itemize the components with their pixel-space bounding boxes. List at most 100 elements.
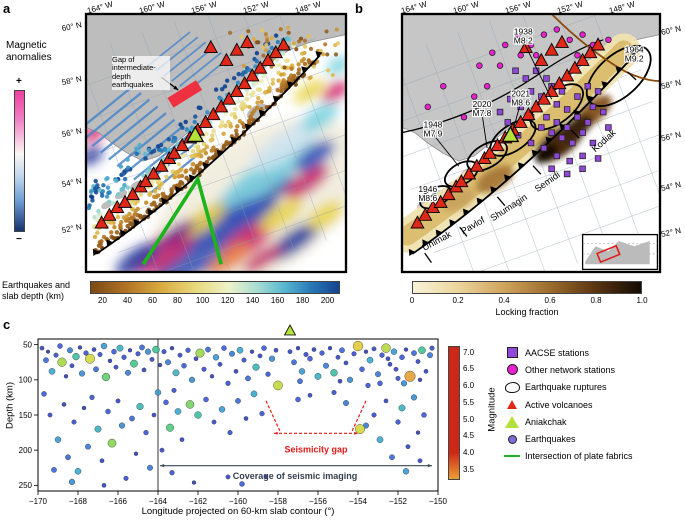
x-tick-label: −166 bbox=[109, 497, 128, 506]
gap-annotation-text: Gap of intermediate-depth earthquakes bbox=[112, 55, 170, 90]
y-tick-label: 50 bbox=[23, 340, 32, 349]
magnetic-colorbar-minus-label: − bbox=[16, 234, 22, 245]
x-tick-label: −164 bbox=[149, 497, 168, 506]
locking-fraction-colorbar bbox=[412, 281, 642, 294]
legend-item-rupture: Earthquake ruptures bbox=[502, 379, 684, 396]
panel-a-lat-tick-label: 54° N bbox=[60, 176, 83, 190]
legend-label: Earthquakes bbox=[525, 434, 576, 445]
legend-item-square: AACSE stations bbox=[502, 344, 684, 361]
legend-label: Aniakchak bbox=[525, 416, 567, 427]
coverage-label: Coverage of seismic imaging bbox=[233, 471, 358, 481]
panel-c-label: c bbox=[3, 317, 11, 332]
magnetic-anomalies-title-line2: anomalies bbox=[6, 52, 52, 63]
slab-tick-label: 60 bbox=[148, 296, 157, 305]
slab-tick-label: 120 bbox=[220, 296, 235, 305]
slab-tick-label: 80 bbox=[173, 296, 182, 305]
x-tick-label: −150 bbox=[429, 497, 448, 506]
panel-a-lat-tick-label: 60° N bbox=[60, 20, 83, 34]
y-tick-label: 250 bbox=[19, 481, 33, 490]
slab-tick-label: 40 bbox=[123, 296, 132, 305]
panel-b-lat-tick-label: 54° N bbox=[660, 180, 682, 193]
y-tick-label: 100 bbox=[19, 376, 33, 385]
earthquake-label: 1946 M8.6 bbox=[418, 184, 437, 203]
y-tick-label: 200 bbox=[19, 446, 33, 455]
aniakchak-icon bbox=[502, 415, 522, 428]
slab-colorbar-title-line2: slab depth (km) bbox=[2, 290, 65, 301]
magnitude-tick-label: 7.0 bbox=[463, 347, 475, 357]
x-tick-label: −168 bbox=[69, 497, 88, 506]
x-tick-label: −162 bbox=[189, 497, 208, 506]
legend-item-quake: Earthquakes bbox=[502, 430, 684, 447]
magnitude-colorbar bbox=[448, 346, 460, 480]
legend-item-fabric: Intersection of plate fabrics bbox=[502, 448, 684, 465]
slab-depth-colorbar-ticks: 20 40 60 80 100 120 140 160 180 200 bbox=[90, 296, 340, 306]
slab-colorbar-title: Earthquakes and slab depth (km) bbox=[2, 280, 88, 302]
map-panel-a-magnetic-anomalies bbox=[84, 12, 348, 274]
x-tick-label: −158 bbox=[269, 497, 288, 506]
earthquake-label: 1964 M9.2 bbox=[625, 45, 644, 64]
magnitude-tick-label: 4.5 bbox=[463, 431, 475, 441]
depth-axis-label: Depth (km) bbox=[4, 382, 16, 429]
magnitude-tick-label: 6.5 bbox=[463, 364, 475, 374]
legend-item-volcano: Active volcanoes bbox=[502, 396, 684, 413]
magnitude-tick-label: 3.5 bbox=[463, 464, 475, 474]
panel-b-lat-tick-label: 52° N bbox=[660, 226, 682, 239]
seismicity-gap-label: Seismicity gap bbox=[284, 444, 348, 454]
panel-a-lat-tick-label: 52° N bbox=[60, 222, 83, 236]
slab-colorbar-title-line1: Earthquakes and bbox=[2, 280, 71, 290]
slab-tick-label: 180 bbox=[295, 296, 310, 305]
longitude-axis-label: Longitude projected on 60-km slab contou… bbox=[141, 506, 335, 517]
panel-b-label: b bbox=[355, 1, 363, 16]
x-tick-label: −154 bbox=[349, 497, 368, 506]
magnitude-tick-label: 4.0 bbox=[463, 448, 475, 458]
rupture-icon bbox=[502, 381, 522, 393]
earthquake-label: 2021 M8.6 bbox=[511, 89, 530, 108]
magnetic-anomaly-colorbar bbox=[14, 90, 25, 232]
x-tick-label: −152 bbox=[389, 497, 408, 506]
magnitude-tick-label: 5.5 bbox=[463, 397, 475, 407]
x-tick-label: −170 bbox=[29, 497, 48, 506]
panel-a-lat-tick-label: 58° N bbox=[60, 74, 83, 88]
legend-label: Other network stations bbox=[525, 364, 616, 375]
fabric-icon bbox=[502, 455, 522, 458]
earthquake-label: 2020 M7.8 bbox=[473, 99, 492, 118]
panel-a-lat-tick-label: 56° N bbox=[60, 126, 83, 140]
locking-colorbar-title: Locking fraction bbox=[495, 307, 559, 317]
x-tick-label: −156 bbox=[309, 497, 328, 506]
locking-tick-label: 0.2 bbox=[452, 296, 464, 305]
slab-tick-label: 160 bbox=[270, 296, 285, 305]
slab-depth-colorbar bbox=[90, 281, 340, 294]
seismicity-depth-scatter-plot: 50 100 150 200 250 −170 −168 −166 −164 −162 −160 −1… bbox=[19, 324, 448, 506]
magnitude-tick-label: 6.0 bbox=[463, 381, 475, 391]
earthquake-label: 1948 M7.9 bbox=[423, 120, 442, 139]
magnetic-anomalies-title-line1: Magnetic bbox=[6, 40, 47, 51]
slab-tick-label: 100 bbox=[195, 296, 210, 305]
magnitude-tick-label: 5.0 bbox=[463, 414, 475, 424]
square-icon bbox=[502, 347, 522, 359]
panel-b-lat-tick-label: 58° N bbox=[660, 78, 682, 91]
legend-label: Earthquake ruptures bbox=[525, 382, 607, 393]
magnitude-colorbar-ticks: 3.5 4.0 4.5 5.0 5.5 6.0 6.5 7.0 bbox=[463, 346, 487, 480]
magnetic-colorbar-plus-label: + bbox=[16, 76, 22, 87]
slab-tick-label: 140 bbox=[245, 296, 260, 305]
circle-icon bbox=[502, 364, 522, 376]
earthquake-label: 1938 M8.2 bbox=[514, 27, 533, 46]
legend: AACSE stations Other network stations Eart… bbox=[502, 344, 684, 465]
quake-icon bbox=[502, 434, 522, 444]
slab-tick-label: 200 bbox=[320, 296, 335, 305]
locking-tick-label: 1.0 bbox=[636, 296, 648, 305]
panel-a-label: a bbox=[3, 1, 11, 16]
legend-label: Intersection of plate fabrics bbox=[525, 451, 633, 462]
magnetic-anomalies-title: Magnetic anomalies bbox=[6, 40, 52, 64]
legend-item-circle: Other network stations bbox=[502, 361, 684, 378]
locking-tick-label: 0.8 bbox=[590, 296, 602, 305]
locking-tick-label: 0.6 bbox=[544, 296, 556, 305]
locking-tick-label: 0.4 bbox=[498, 296, 510, 305]
y-tick-label: 150 bbox=[19, 411, 33, 420]
locking-tick-label: 0 bbox=[409, 296, 415, 305]
legend-label: Active volcanoes bbox=[525, 399, 593, 410]
volcano-icon bbox=[502, 400, 522, 410]
legend-item-aniakchak: Aniakchak bbox=[502, 413, 684, 430]
